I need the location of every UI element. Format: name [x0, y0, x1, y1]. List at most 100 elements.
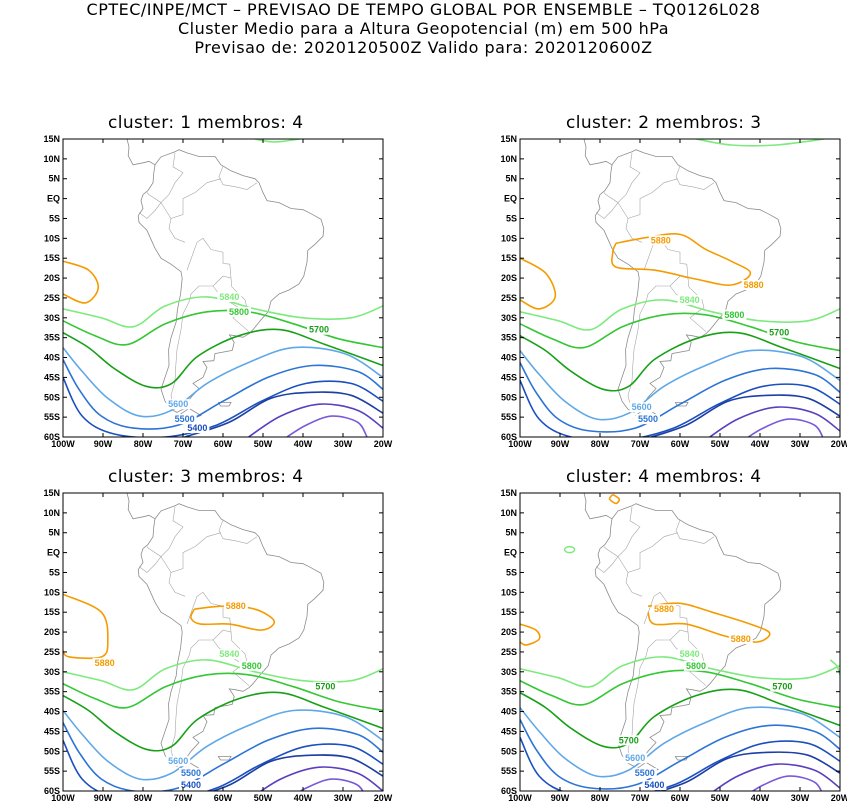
lat-label: EQ	[47, 548, 60, 558]
country-border	[160, 506, 184, 573]
contour-label-bg	[767, 327, 792, 338]
lat-label: 40S	[501, 353, 517, 363]
lat-label: 15N	[43, 134, 60, 144]
contour-line-5840	[63, 296, 383, 328]
contour-line-5840	[520, 299, 840, 331]
lat-label: 10S	[44, 587, 60, 597]
contour-label-bg	[632, 768, 657, 779]
contour-line-5840-cell	[563, 545, 576, 554]
contour-label: 5880	[654, 604, 674, 614]
falkland-islands-coastline	[674, 756, 689, 761]
lon-label: 70W	[631, 793, 650, 803]
country-border	[675, 165, 715, 190]
contour-label: 5880	[744, 280, 764, 290]
lon-label: 50W	[711, 793, 730, 803]
contour-line-5840-east	[829, 659, 840, 676]
lat-label: 55S	[501, 766, 517, 776]
contour-line-5840-north	[254, 139, 300, 143]
lat-label: 10S	[44, 233, 60, 243]
lat-label: 10N	[43, 508, 60, 518]
lat-label: 50S	[501, 392, 517, 402]
country-border	[168, 178, 222, 243]
lat-label: 10N	[500, 154, 517, 164]
contour-label: 5700	[772, 682, 792, 692]
contour-label: 5500	[181, 768, 201, 778]
contour-line-5200	[248, 403, 383, 437]
central-america-coastline	[582, 493, 613, 520]
lat-label: 35S	[501, 333, 517, 343]
country-border	[170, 285, 213, 405]
lon-label: 70W	[174, 439, 193, 449]
contour-line-5100	[747, 418, 824, 437]
header-line-3: Previsao de: 2020120500Z Valido para: 20…	[194, 38, 653, 57]
contour-label: 5800	[724, 310, 744, 320]
lat-label: 5N	[48, 174, 60, 184]
contour-label: 5880	[731, 634, 751, 644]
lon-label: 40W	[751, 793, 770, 803]
lon-label: 60W	[671, 793, 690, 803]
lat-label: 15S	[44, 253, 60, 263]
lon-label: 80W	[591, 793, 610, 803]
lat-label: 20S	[44, 273, 60, 283]
contour-label-bg	[677, 294, 702, 305]
contour-label-bg	[217, 291, 242, 302]
country-border	[138, 546, 162, 573]
lat-label: 50S	[44, 746, 60, 756]
contour-line-5840	[63, 659, 383, 691]
contour-label-bg	[223, 601, 248, 612]
lat-label: 10N	[43, 154, 60, 164]
contour-label: 5880	[651, 235, 671, 245]
contour-line-5300	[658, 751, 840, 791]
lat-label: 15N	[43, 488, 60, 498]
contour-line-5400	[63, 377, 383, 437]
contour-label: 5600	[168, 399, 188, 409]
contour-label-bg	[166, 399, 191, 410]
lat-label: 15S	[44, 607, 60, 617]
contour-line-5600	[63, 346, 383, 418]
caribbean-island-coastline	[622, 474, 646, 482]
lon-label: 20W	[831, 439, 847, 449]
country-border	[212, 275, 232, 287]
lon-label: 70W	[631, 439, 650, 449]
lat-label: 20S	[501, 627, 517, 637]
lat-label: 25S	[44, 293, 60, 303]
lon-label: 50W	[254, 793, 273, 803]
lat-label: EQ	[47, 194, 60, 204]
lat-label: 25S	[501, 647, 517, 657]
lat-label: 55S	[501, 412, 517, 422]
lon-label: 80W	[134, 439, 153, 449]
contour-label-bg	[179, 780, 203, 791]
contour-line-5700	[63, 328, 383, 389]
lon-label: 100W	[51, 439, 75, 449]
contour-line-5840	[520, 656, 840, 688]
panel-4-title: cluster: 4 membros: 4	[566, 467, 762, 487]
lon-label: 30W	[334, 793, 353, 803]
lat-label: 10N	[500, 508, 517, 518]
lon-label: 40W	[294, 439, 313, 449]
lon-label: 20W	[831, 793, 847, 803]
caribbean-island-coastline	[651, 480, 657, 482]
lat-label: 60S	[501, 786, 517, 796]
contour-label: 5840	[680, 295, 700, 305]
country-border	[617, 506, 641, 573]
contour-line-5840-north	[695, 139, 825, 147]
lon-label: 50W	[711, 439, 730, 449]
contour-line-5400	[520, 737, 840, 791]
lon-label: 90W	[551, 439, 570, 449]
contour-label-bg	[239, 660, 264, 671]
country-border	[170, 639, 213, 759]
lat-label: 50S	[501, 746, 517, 756]
contour-label: 5700	[309, 325, 329, 335]
lat-label: 55S	[44, 412, 60, 422]
lat-label: 20S	[44, 627, 60, 637]
lon-label: 70W	[174, 793, 193, 803]
lat-label: 20S	[501, 273, 517, 283]
contour-line-5880-high	[520, 257, 557, 310]
lon-label: 20W	[374, 439, 393, 449]
contour-line-5700	[520, 688, 840, 749]
lon-label: 60W	[214, 793, 233, 803]
central-america-coastline	[125, 493, 156, 520]
